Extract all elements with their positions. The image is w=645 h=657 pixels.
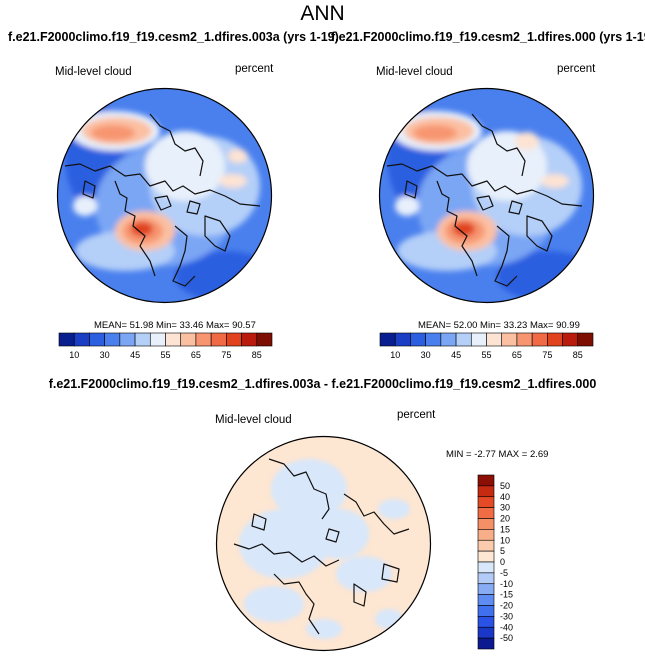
- map-border: [56, 87, 273, 304]
- colorbar-tick-label: 20: [500, 514, 510, 524]
- colorbar-swatch: [256, 332, 273, 347]
- colorbar-tick-label: 40: [500, 492, 510, 502]
- colorbar-tick-label: -20: [500, 601, 513, 611]
- colorbar-tick-label: 65: [512, 350, 522, 360]
- colorbar-swatch: [73, 332, 90, 347]
- panel-right-units: percent: [557, 63, 596, 75]
- colorbar-swatch: [477, 539, 495, 552]
- colorbar-tick-label: -15: [500, 590, 513, 600]
- colorbar-swatch: [477, 507, 495, 519]
- panel-diff-variable: Mid-level cloud: [215, 414, 292, 426]
- colorbar-swatch: [477, 605, 495, 617]
- colorbar-tick-label: 55: [481, 350, 491, 360]
- panel-left-stats: MEAN= 51.98 Min= 33.46 Max= 90.57: [94, 320, 256, 331]
- colorbar-tick-label: -10: [500, 579, 513, 589]
- colorbar-swatch: [226, 332, 242, 347]
- colorbar-swatch: [410, 332, 426, 347]
- map-panel-diff: [215, 435, 432, 652]
- colorbar-tick-label: 75: [542, 350, 552, 360]
- colorbar-tick-label: -30: [500, 611, 513, 621]
- panel-left-title: f.e21.F2000climo.f19_f19.cesm2_1.dfires.…: [8, 30, 339, 44]
- colorbar-tick-label: 75: [221, 350, 231, 360]
- colorbar-swatch: [501, 332, 518, 347]
- colorbar-tick-label: 45: [451, 350, 461, 360]
- colorbar-right: 1030455565758595: [379, 332, 594, 360]
- colorbar-swatch: [241, 332, 258, 347]
- colorbar-swatch: [470, 332, 487, 347]
- colorbar-swatch: [180, 332, 197, 347]
- colorbar-tick-label: 30: [500, 503, 510, 513]
- colorbar-tick-label: 65: [191, 350, 201, 360]
- colorbar-swatch: [516, 332, 533, 347]
- panel-right-variable: Mid-level cloud: [376, 66, 453, 78]
- colorbar-tick-label: 10: [390, 350, 400, 360]
- panel-right-stats: MEAN= 52.00 Min= 33.23 Max= 90.99: [418, 320, 580, 331]
- colorbar-swatch: [455, 332, 472, 347]
- colorbar-tick-label: 10: [500, 535, 510, 545]
- colorbar-tick-label: 30: [421, 350, 431, 360]
- colorbar-tick-label: -40: [500, 622, 513, 632]
- colorbar-swatch: [486, 332, 503, 347]
- colorbar-tick-label: 15: [500, 524, 510, 534]
- map-panel-right: [378, 87, 595, 304]
- colorbar-swatch: [134, 332, 151, 347]
- diff-title: f.e21.F2000climo.f19_f19.cesm2_1.dfires.…: [48, 377, 597, 391]
- colorbar-swatch: [477, 529, 495, 541]
- colorbar-swatch: [119, 332, 136, 347]
- colorbar-tick-label: 5: [500, 546, 505, 556]
- colorbar-swatch: [477, 496, 495, 508]
- colorbar-swatch: [477, 637, 495, 650]
- colorbar-tick-label: 0: [500, 557, 505, 567]
- colorbar-swatch: [547, 332, 563, 347]
- panel-right-title: f.e21.F2000climo.f19_f19.cesm2_1.dfires.…: [331, 30, 645, 44]
- colorbar-swatch: [195, 332, 212, 347]
- colorbar-swatch: [562, 332, 579, 347]
- colorbar-swatch: [440, 332, 457, 347]
- colorbar-swatch: [104, 332, 121, 347]
- colorbar-swatch: [477, 485, 495, 498]
- coastlines: [386, 113, 583, 287]
- colorbar-tick-label: -5: [500, 568, 508, 578]
- colorbar-swatch: [477, 583, 495, 595]
- colorbar-swatch: [379, 332, 396, 347]
- colorbar-swatch: [58, 332, 75, 347]
- colorbar-swatch: [477, 572, 495, 585]
- colorbar-swatch: [89, 332, 105, 347]
- panel-diff-stats: MIN = -2.77 MAX = 2.69: [446, 449, 549, 460]
- colorbar-tick-label: 85: [252, 350, 262, 360]
- colorbar-swatch: [165, 332, 182, 347]
- coastlines: [233, 458, 410, 635]
- coastlines: [64, 113, 261, 287]
- colorbar-swatch: [477, 594, 495, 606]
- panel-diff-units: percent: [397, 409, 436, 421]
- colorbar-tick-label: 50: [500, 481, 510, 491]
- colorbar-swatch: [477, 518, 495, 530]
- colorbar-swatch: [477, 626, 495, 639]
- colorbar-tick-label: 30: [100, 350, 110, 360]
- colorbar-tick-label: 45: [130, 350, 140, 360]
- map-border: [215, 435, 432, 652]
- panel-left-variable: Mid-level cloud: [55, 66, 132, 78]
- colorbar-swatch: [149, 332, 166, 347]
- map-border: [378, 87, 595, 304]
- colorbar-swatch: [477, 561, 495, 574]
- colorbar-swatch: [477, 616, 495, 628]
- colorbar-swatch: [577, 332, 594, 347]
- colorbar-swatch: [210, 332, 227, 347]
- colorbar-swatch: [477, 550, 495, 563]
- colorbar-left: 1030455565758595: [58, 332, 273, 360]
- colorbar-tick-label: -50: [500, 633, 513, 643]
- colorbar-swatch: [531, 332, 548, 347]
- colorbar-tick-label: 85: [573, 350, 583, 360]
- colorbar-swatch: [394, 332, 411, 347]
- colorbar-tick-label: 55: [160, 350, 170, 360]
- colorbar-swatch: [425, 332, 442, 347]
- colorbar-tick-label: 10: [69, 350, 79, 360]
- map-panel-left: [56, 87, 273, 304]
- page-title: ANN: [300, 2, 345, 25]
- colorbar-swatch: [477, 474, 495, 487]
- panel-left-units: percent: [235, 63, 274, 75]
